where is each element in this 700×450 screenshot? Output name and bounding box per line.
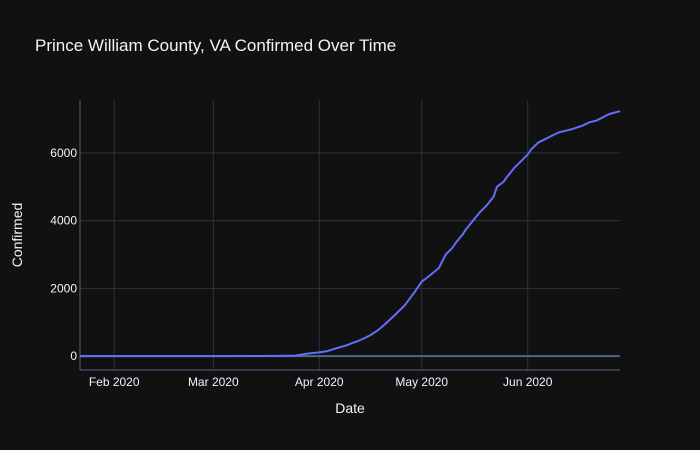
y-tick-label: 6000 xyxy=(50,146,77,160)
tick-layer: Feb 2020 Mar 2020 Apr 2020 May 2020 Jun 2020… xyxy=(50,146,552,389)
x-tick-label: May 2020 xyxy=(395,375,448,389)
series-line xyxy=(80,110,621,358)
y-axis-label: Confirmed xyxy=(9,203,25,268)
y-tick-label: 0 xyxy=(70,349,77,363)
x-tick-label: Apr 2020 xyxy=(295,375,344,389)
x-tick-label: Mar 2020 xyxy=(188,375,239,389)
x-tick-label: Feb 2020 xyxy=(89,375,140,389)
y-tick-label: 4000 xyxy=(50,214,77,228)
y-tick-label: 2000 xyxy=(50,281,77,295)
series-layer xyxy=(80,110,621,358)
grid-layer xyxy=(79,100,620,371)
chart-title: Prince William County, VA Confirmed Over… xyxy=(35,36,396,55)
x-tick-label: Jun 2020 xyxy=(503,375,553,389)
x-axis-label: Date xyxy=(335,400,365,416)
